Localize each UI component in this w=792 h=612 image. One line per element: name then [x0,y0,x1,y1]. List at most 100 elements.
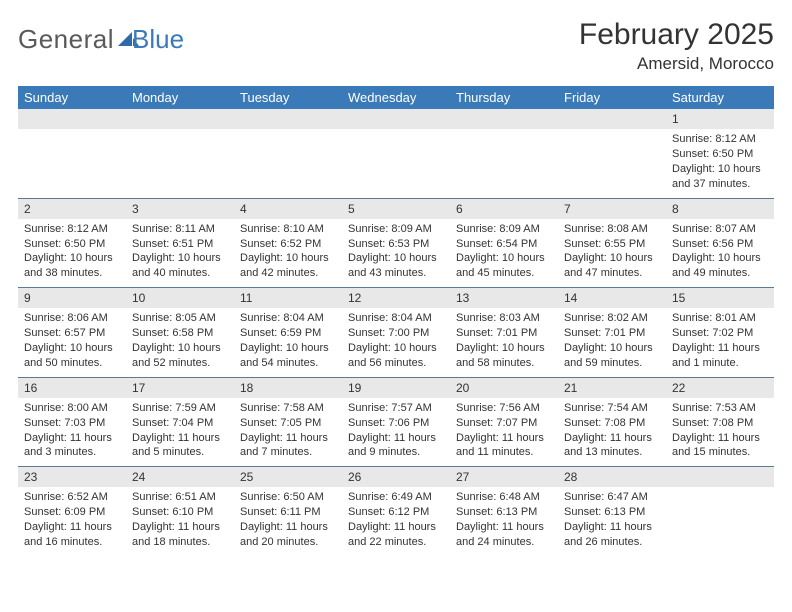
daylight-line: Daylight: 11 hours and 11 minutes. [456,431,552,461]
sunset-line: Sunset: 6:50 PM [672,147,768,162]
cell-body: Sunrise: 8:05 AMSunset: 6:58 PMDaylight:… [126,308,234,376]
cell-body: Sunrise: 6:51 AMSunset: 6:10 PMDaylight:… [126,487,234,555]
sunrise-line: Sunrise: 8:12 AM [24,222,120,237]
day-number [234,109,342,129]
sunset-line: Sunset: 6:59 PM [240,326,336,341]
day-number: 16 [18,378,126,398]
sunset-line: Sunset: 7:00 PM [348,326,444,341]
cell-body: Sunrise: 8:04 AMSunset: 7:00 PMDaylight:… [342,308,450,376]
sunset-line: Sunset: 6:52 PM [240,237,336,252]
logo-text-general: General [18,24,114,55]
sunrise-line: Sunrise: 7:57 AM [348,401,444,416]
calendar-cell: 23Sunrise: 6:52 AMSunset: 6:09 PMDayligh… [18,467,126,556]
daylight-line: Daylight: 10 hours and 37 minutes. [672,162,768,192]
sunrise-line: Sunrise: 8:00 AM [24,401,120,416]
daylight-line: Daylight: 10 hours and 40 minutes. [132,251,228,281]
cell-body: Sunrise: 8:00 AMSunset: 7:03 PMDaylight:… [18,398,126,466]
day-number [18,109,126,129]
calendar-week-row: 9Sunrise: 8:06 AMSunset: 6:57 PMDaylight… [18,288,774,378]
sunset-line: Sunset: 7:08 PM [672,416,768,431]
cell-body: Sunrise: 6:52 AMSunset: 6:09 PMDaylight:… [18,487,126,555]
day-number: 26 [342,467,450,487]
sunrise-line: Sunrise: 8:07 AM [672,222,768,237]
calendar-cell: 6Sunrise: 8:09 AMSunset: 6:54 PMDaylight… [450,198,558,288]
calendar-cell: 12Sunrise: 8:04 AMSunset: 7:00 PMDayligh… [342,288,450,378]
day-header: Monday [126,86,234,109]
calendar-cell: 8Sunrise: 8:07 AMSunset: 6:56 PMDaylight… [666,198,774,288]
day-number: 8 [666,199,774,219]
calendar-cell: 26Sunrise: 6:49 AMSunset: 6:12 PMDayligh… [342,467,450,556]
calendar-cell: 2Sunrise: 8:12 AMSunset: 6:50 PMDaylight… [18,198,126,288]
day-header: Tuesday [234,86,342,109]
day-number: 4 [234,199,342,219]
day-number: 24 [126,467,234,487]
cell-body: Sunrise: 8:02 AMSunset: 7:01 PMDaylight:… [558,308,666,376]
calendar-cell: 19Sunrise: 7:57 AMSunset: 7:06 PMDayligh… [342,377,450,467]
calendar-week-row: 1Sunrise: 8:12 AMSunset: 6:50 PMDaylight… [18,109,774,198]
sunrise-line: Sunrise: 8:12 AM [672,132,768,147]
sunrise-line: Sunrise: 8:11 AM [132,222,228,237]
calendar-cell: 17Sunrise: 7:59 AMSunset: 7:04 PMDayligh… [126,377,234,467]
day-number: 2 [18,199,126,219]
daylight-line: Daylight: 11 hours and 16 minutes. [24,520,120,550]
calendar-cell [18,109,126,198]
cell-body: Sunrise: 7:57 AMSunset: 7:06 PMDaylight:… [342,398,450,466]
day-number: 6 [450,199,558,219]
calendar-table: SundayMondayTuesdayWednesdayThursdayFrid… [18,86,774,556]
daylight-line: Daylight: 10 hours and 56 minutes. [348,341,444,371]
sunset-line: Sunset: 6:13 PM [564,505,660,520]
sunrise-line: Sunrise: 8:09 AM [348,222,444,237]
cell-body: Sunrise: 8:09 AMSunset: 6:54 PMDaylight:… [450,219,558,287]
cell-body: Sunrise: 7:59 AMSunset: 7:04 PMDaylight:… [126,398,234,466]
sunrise-line: Sunrise: 8:10 AM [240,222,336,237]
daylight-line: Daylight: 10 hours and 45 minutes. [456,251,552,281]
sunset-line: Sunset: 7:01 PM [564,326,660,341]
sunrise-line: Sunrise: 6:48 AM [456,490,552,505]
calendar-cell: 27Sunrise: 6:48 AMSunset: 6:13 PMDayligh… [450,467,558,556]
sunset-line: Sunset: 6:53 PM [348,237,444,252]
sunset-line: Sunset: 6:12 PM [348,505,444,520]
calendar-cell: 3Sunrise: 8:11 AMSunset: 6:51 PMDaylight… [126,198,234,288]
sunrise-line: Sunrise: 8:04 AM [348,311,444,326]
sunrise-line: Sunrise: 8:08 AM [564,222,660,237]
sunrise-line: Sunrise: 8:02 AM [564,311,660,326]
calendar-cell: 22Sunrise: 7:53 AMSunset: 7:08 PMDayligh… [666,377,774,467]
calendar-cell: 15Sunrise: 8:01 AMSunset: 7:02 PMDayligh… [666,288,774,378]
day-number: 9 [18,288,126,308]
calendar-week-row: 16Sunrise: 8:00 AMSunset: 7:03 PMDayligh… [18,377,774,467]
calendar-cell [234,109,342,198]
sunrise-line: Sunrise: 6:51 AM [132,490,228,505]
cell-body: Sunrise: 6:50 AMSunset: 6:11 PMDaylight:… [234,487,342,555]
daylight-line: Daylight: 11 hours and 13 minutes. [564,431,660,461]
calendar-cell [666,467,774,556]
calendar-cell: 14Sunrise: 8:02 AMSunset: 7:01 PMDayligh… [558,288,666,378]
sunset-line: Sunset: 6:54 PM [456,237,552,252]
sunrise-line: Sunrise: 6:49 AM [348,490,444,505]
day-number: 27 [450,467,558,487]
day-number: 10 [126,288,234,308]
cell-body: Sunrise: 7:56 AMSunset: 7:07 PMDaylight:… [450,398,558,466]
daylight-line: Daylight: 10 hours and 42 minutes. [240,251,336,281]
day-number [342,109,450,129]
calendar-cell: 16Sunrise: 8:00 AMSunset: 7:03 PMDayligh… [18,377,126,467]
sunrise-line: Sunrise: 7:56 AM [456,401,552,416]
sunrise-line: Sunrise: 8:01 AM [672,311,768,326]
sunset-line: Sunset: 7:02 PM [672,326,768,341]
cell-body: Sunrise: 8:12 AMSunset: 6:50 PMDaylight:… [18,219,126,287]
day-number: 11 [234,288,342,308]
calendar-cell: 21Sunrise: 7:54 AMSunset: 7:08 PMDayligh… [558,377,666,467]
sunrise-line: Sunrise: 8:05 AM [132,311,228,326]
daylight-line: Daylight: 10 hours and 58 minutes. [456,341,552,371]
day-number: 18 [234,378,342,398]
daylight-line: Daylight: 10 hours and 49 minutes. [672,251,768,281]
calendar-cell [558,109,666,198]
cell-body: Sunrise: 8:04 AMSunset: 6:59 PMDaylight:… [234,308,342,376]
daylight-line: Daylight: 11 hours and 5 minutes. [132,431,228,461]
sunset-line: Sunset: 6:55 PM [564,237,660,252]
cell-body: Sunrise: 7:54 AMSunset: 7:08 PMDaylight:… [558,398,666,466]
sunset-line: Sunset: 7:01 PM [456,326,552,341]
sunrise-line: Sunrise: 7:54 AM [564,401,660,416]
calendar-cell: 25Sunrise: 6:50 AMSunset: 6:11 PMDayligh… [234,467,342,556]
sunset-line: Sunset: 7:03 PM [24,416,120,431]
daylight-line: Daylight: 11 hours and 24 minutes. [456,520,552,550]
